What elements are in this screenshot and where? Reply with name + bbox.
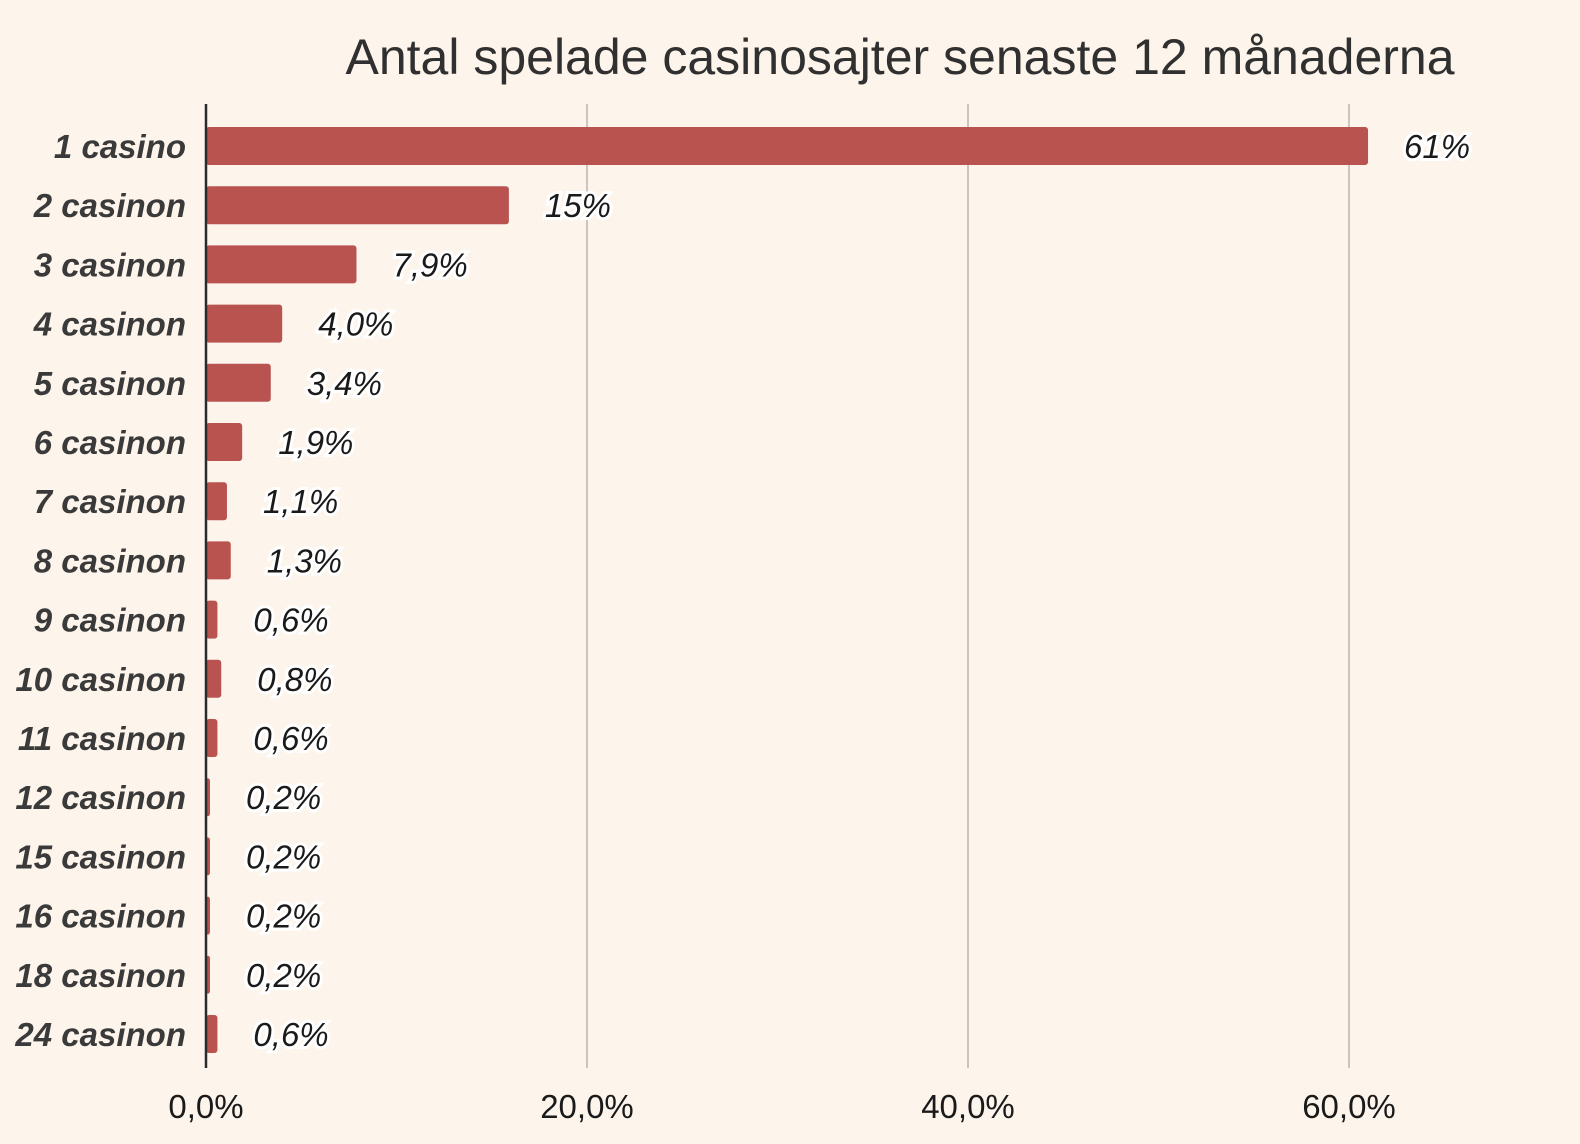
data-label: 0,8% <box>257 661 332 698</box>
category-label: 6 casinon <box>34 424 186 461</box>
bar <box>206 186 509 225</box>
category-label: 1 casino <box>54 128 186 165</box>
bar <box>206 541 231 580</box>
bar <box>206 719 218 757</box>
data-label: 0,6% <box>253 602 328 639</box>
bar <box>206 363 271 402</box>
category-label: 16 casinon <box>15 898 186 935</box>
data-label: 0,2% <box>246 957 321 994</box>
bar <box>206 482 227 521</box>
data-label: 0,6% <box>253 720 328 757</box>
data-label: 15% <box>545 187 611 224</box>
data-label: 7,9% <box>392 246 467 283</box>
data-label: 1,3% <box>267 542 342 579</box>
category-label: 10 casinon <box>15 661 186 698</box>
x-tick-label: 20,0% <box>540 1088 634 1125</box>
x-tick-label: 0,0% <box>168 1088 243 1125</box>
chart-title: Antal spelade casinosajter senaste 12 må… <box>345 29 1454 85</box>
data-label: 0,2% <box>246 898 321 935</box>
x-tick-label: 40,0% <box>921 1088 1015 1125</box>
bar <box>206 304 283 343</box>
bar <box>206 245 357 284</box>
category-label: 3 casinon <box>34 246 186 283</box>
category-label: 24 casinon <box>14 1016 186 1053</box>
data-label: 0,2% <box>246 838 321 875</box>
gridlines <box>586 104 1350 1068</box>
category-label: 2 casinon <box>33 187 186 224</box>
category-label: 12 casinon <box>15 779 186 816</box>
bar <box>206 127 1369 165</box>
category-label: 11 casinon <box>18 720 186 757</box>
bar <box>206 423 243 461</box>
category-label: 4 casinon <box>33 306 186 343</box>
category-label: 7 casinon <box>34 483 186 520</box>
category-label: 8 casinon <box>34 542 186 579</box>
data-label: 4,0% <box>318 306 393 343</box>
bar <box>206 600 218 639</box>
data-label: 0,2% <box>246 779 321 816</box>
data-label: 1,1% <box>263 483 338 520</box>
data-label: 0,6% <box>253 1016 328 1053</box>
data-label: 61% <box>1404 128 1470 165</box>
x-tick-label: 60,0% <box>1302 1088 1396 1125</box>
data-label: 3,4% <box>307 365 382 402</box>
category-label: 9 casinon <box>34 602 186 639</box>
bars <box>206 127 1369 1053</box>
category-label: 5 casinon <box>34 365 186 402</box>
category-label: 15 casinon <box>15 838 186 875</box>
category-label: 18 casinon <box>15 957 186 994</box>
bar <box>206 659 222 698</box>
bar <box>206 1015 218 1053</box>
data-label: 1,9% <box>278 424 353 461</box>
labels: 0,0% 20,0% 40,0% 60,0% 1 casino 61% 2 casinon 1… <box>14 125 1473 1125</box>
